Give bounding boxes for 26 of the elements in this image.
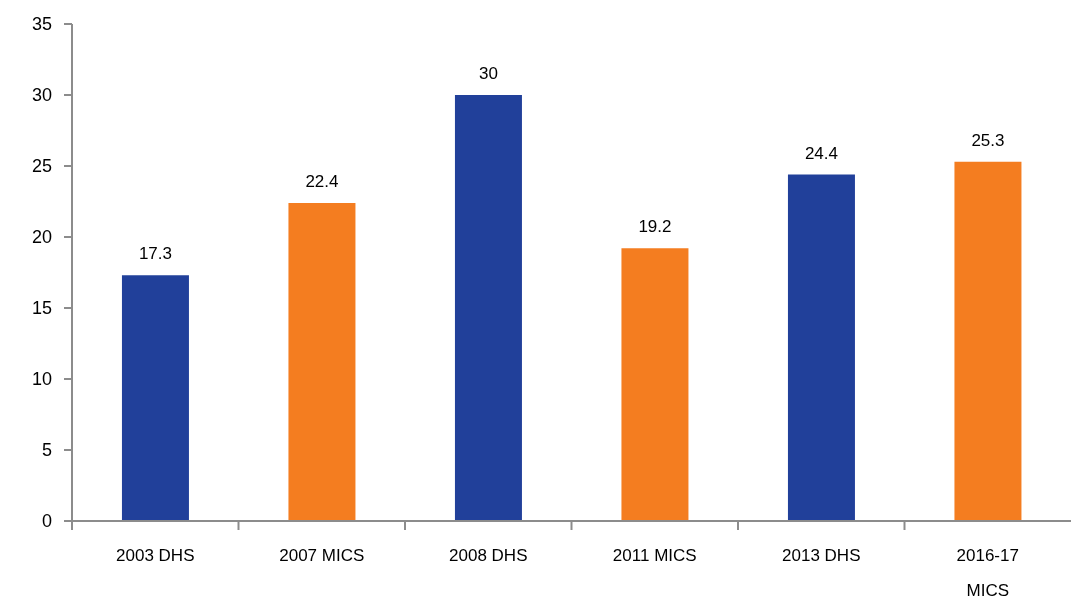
data-label: 24.4 (804, 143, 838, 163)
data-label: 17.3 (138, 244, 172, 264)
x-tick-label: 2008 DHS (449, 546, 528, 565)
bar (454, 95, 522, 521)
bar (121, 275, 189, 521)
x-tick-label: 2013 DHS (782, 546, 861, 565)
x-tick-label: 2007 MICS (279, 546, 365, 565)
bar (787, 174, 855, 521)
bar (954, 161, 1022, 521)
y-tick-label: 5 (41, 440, 52, 461)
bar (288, 202, 356, 521)
y-tick-label: 35 (31, 14, 52, 35)
data-label: 22.4 (305, 171, 339, 191)
y-tick-label: 20 (31, 227, 52, 248)
y-tick-label: 0 (41, 511, 52, 532)
data-label: 30 (478, 64, 498, 83)
y-tick-label: 25 (31, 156, 52, 177)
y-tick-label: 15 (31, 298, 52, 319)
x-tick-label: 2016-17 MICS (956, 546, 1019, 600)
data-label: 19.2 (638, 217, 672, 237)
x-tick-label: 2011 MICS (612, 546, 697, 565)
y-tick-label: 30 (31, 85, 52, 106)
data-label: 25.3 (971, 130, 1005, 150)
bar (621, 248, 689, 521)
x-tick-label: 2003 DHS (116, 546, 195, 565)
y-tick-label: 10 (31, 369, 52, 390)
